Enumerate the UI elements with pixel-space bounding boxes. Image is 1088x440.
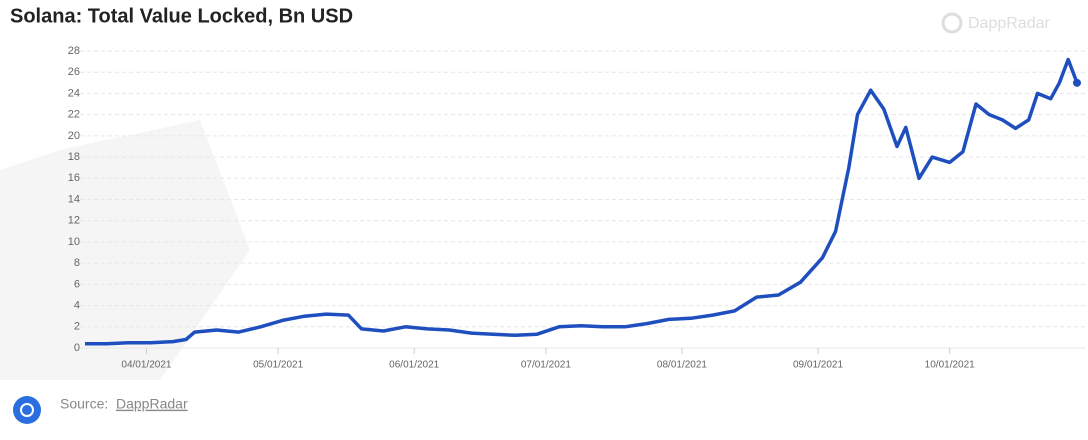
watermark-icon xyxy=(941,12,963,34)
x-tick-label: 10/01/2021 xyxy=(925,360,975,371)
y-tick-label: 0 xyxy=(74,342,80,354)
y-tick-label: 8 xyxy=(74,257,80,269)
y-tick-label: 10 xyxy=(68,236,80,248)
y-tick-label: 2 xyxy=(74,321,80,333)
y-tick-label: 24 xyxy=(68,87,80,99)
y-tick-label: 22 xyxy=(68,109,80,121)
x-tick-label: 08/01/2021 xyxy=(657,360,707,371)
source-icon-ring xyxy=(20,403,34,417)
watermark-logo xyxy=(0,120,250,380)
chart-title: Solana: Total Value Locked, Bn USD xyxy=(10,5,353,27)
y-tick-label: 18 xyxy=(68,151,80,163)
x-tick-label: 04/01/2021 xyxy=(121,360,171,371)
y-tick-label: 12 xyxy=(68,215,80,227)
x-tick-label: 07/01/2021 xyxy=(521,360,571,371)
y-tick-label: 26 xyxy=(68,66,80,78)
source-link[interactable]: DappRadar xyxy=(116,396,188,412)
x-tick-label: 09/01/2021 xyxy=(793,360,843,371)
y-tick-label: 4 xyxy=(74,299,80,311)
line xyxy=(85,57,1079,346)
watermark: DappRadar xyxy=(968,15,1051,32)
source-label: Source: xyxy=(60,396,108,412)
y-tick-label: 6 xyxy=(74,278,80,290)
x-tick-label: 06/01/2021 xyxy=(389,360,439,371)
y-tick-label: 16 xyxy=(68,172,80,184)
y-tick-label: 28 xyxy=(68,45,80,57)
x-tick-label: 05/01/2021 xyxy=(253,360,303,371)
y-tick-label: 14 xyxy=(68,193,80,205)
last-point xyxy=(1073,78,1081,87)
y-tick-label: 20 xyxy=(68,130,80,142)
source-icon xyxy=(13,396,41,424)
